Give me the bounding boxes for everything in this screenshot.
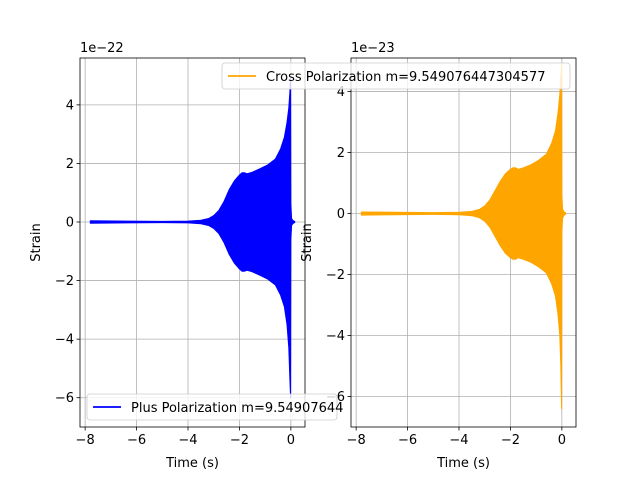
y-tick-label: −2 xyxy=(55,274,74,289)
x-tick-label: −2 xyxy=(230,433,249,448)
left-x-axis-label: Time (s) xyxy=(165,456,219,471)
plus-polarization-legend: Plus Polarization m=9.54907644 xyxy=(86,393,343,421)
plus-polarization-axes: −8 −6 −4 −2 0 −6 −4 −2 0 2 4 1e−22 Time (s) Strain xyxy=(29,41,306,471)
y-tick-label: −4 xyxy=(326,329,345,344)
x-tick-label: −8 xyxy=(347,433,366,448)
plus-polarization-waveform xyxy=(89,78,296,399)
left-ticks: −8 −6 −4 −2 0 −6 −4 −2 0 2 4 xyxy=(55,98,295,448)
y-tick-label: 0 xyxy=(66,216,74,231)
right-x-axis-label: Time (s) xyxy=(436,456,490,471)
x-tick-label: −8 xyxy=(76,433,95,448)
left-offset-text: 1e−22 xyxy=(80,41,124,56)
y-tick-label: −6 xyxy=(55,391,74,406)
cross-polarization-waveform xyxy=(360,63,567,410)
cross-polarization-legend: Cross Polarization m=9.549076447304577 xyxy=(221,62,571,90)
y-tick-label: 4 xyxy=(66,98,74,113)
legend-box xyxy=(221,62,571,90)
y-tick-label: 4 xyxy=(337,85,345,100)
y-tick-label: 0 xyxy=(337,207,345,222)
left-axes-frame xyxy=(79,57,306,428)
x-tick-label: −6 xyxy=(398,433,417,448)
x-tick-label: 0 xyxy=(287,433,295,448)
y-tick-label: −2 xyxy=(326,268,345,283)
legend-box xyxy=(86,393,338,421)
left-y-axis-label: Strain xyxy=(29,223,44,262)
y-tick-label: 2 xyxy=(66,157,74,172)
x-tick-label: 0 xyxy=(558,433,566,448)
right-offset-text: 1e−23 xyxy=(351,41,395,56)
right-y-axis-label: Strain xyxy=(300,223,315,262)
x-tick-label: −6 xyxy=(127,433,146,448)
legend-label: Plus Polarization m=9.54907644 xyxy=(131,401,343,416)
x-tick-label: −4 xyxy=(449,433,468,448)
x-tick-label: −2 xyxy=(501,433,520,448)
y-tick-label: 2 xyxy=(337,146,345,161)
right-axes-frame xyxy=(350,57,577,428)
y-tick-label: −4 xyxy=(55,333,74,348)
x-tick-label: −4 xyxy=(178,433,197,448)
right-grid xyxy=(351,58,576,427)
legend-label: Cross Polarization m=9.549076447304577 xyxy=(266,70,545,85)
